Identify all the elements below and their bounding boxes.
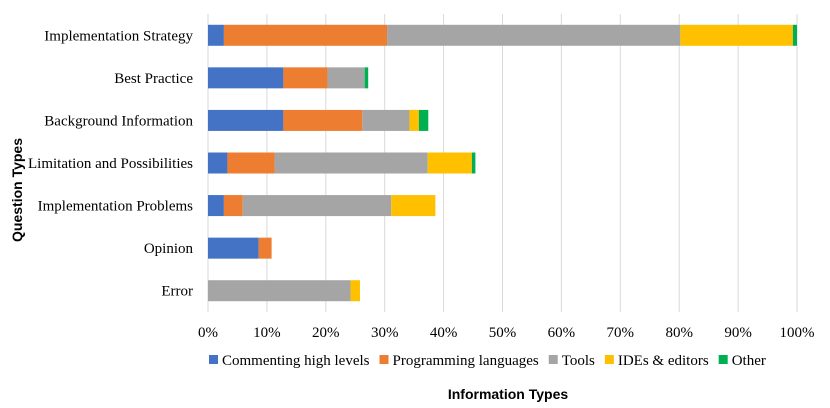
bar-segment (680, 24, 793, 46)
bar-segment (418, 109, 429, 131)
bar-segment (387, 24, 681, 46)
x-tick-label: 40% (430, 325, 458, 341)
bar-segment (208, 109, 284, 131)
x-tick-label: 0% (198, 325, 218, 341)
legend: Commenting high levels Programming langua… (209, 353, 766, 369)
x-tick-label: 30% (371, 325, 399, 341)
legend-label: Programming languages (393, 353, 539, 369)
legend-swatch (209, 355, 218, 364)
bar-segment (283, 109, 363, 131)
bar-segment (283, 67, 328, 89)
bar-segment (792, 24, 797, 46)
bar-segment (242, 195, 392, 217)
legend-swatch (604, 355, 614, 364)
category-label: Implementation Problems (38, 199, 194, 215)
x-tick-label: 60% (548, 325, 576, 341)
category-label: Implementation Strategy (44, 28, 193, 44)
x-tick-labels: 0% 10% 20% 30% 40% 50% 60% 70% 80% 90% 100% (198, 325, 815, 341)
bar-segment (208, 67, 284, 89)
bar-segment (364, 67, 369, 89)
x-tick-label: 100% (780, 325, 815, 341)
category-label: Background Information (44, 113, 193, 129)
legend-label: Tools (562, 353, 595, 369)
x-axis-title: Information Types (448, 386, 569, 402)
bar-segment (258, 237, 272, 259)
x-tick-label: 80% (665, 325, 693, 341)
bar-segment (223, 195, 243, 217)
x-tick-label: 90% (724, 325, 752, 341)
bar-segment (409, 109, 419, 131)
bar-segment (208, 152, 228, 174)
bar-segment (427, 152, 472, 174)
y-axis-title: Question Types (9, 138, 25, 242)
category-label: Opinion (144, 241, 194, 257)
bar-segment (274, 152, 428, 174)
legend-label: Commenting high levels (222, 353, 370, 369)
bar-segment (208, 280, 351, 302)
bar-segment (208, 24, 224, 46)
x-tick-label: 70% (607, 325, 635, 341)
bar-segment (471, 152, 476, 174)
category-label: Limitation and Possibilities (28, 156, 193, 172)
bar-segment (350, 280, 360, 302)
bar-segment (223, 24, 388, 46)
category-label: Best Practice (114, 71, 193, 87)
bar-segment (208, 195, 224, 217)
bar-segment (362, 109, 410, 131)
legend-swatch (379, 355, 389, 364)
legend-label: IDEs & editors (618, 353, 709, 369)
legend-label: Other (732, 353, 766, 369)
legend-swatch (548, 355, 558, 364)
legend-swatch (718, 355, 728, 364)
bar-segment (208, 237, 259, 259)
x-tick-label: 10% (253, 325, 281, 341)
category-labels: Implementation Strategy Best Practice Back… (28, 28, 193, 299)
bar-segment (327, 67, 365, 89)
bars (208, 24, 797, 302)
category-label: Error (161, 284, 193, 300)
x-tick-label: 50% (489, 325, 517, 341)
bar-segment (391, 195, 436, 217)
x-tick-label: 20% (312, 325, 340, 341)
bar-segment (227, 152, 275, 174)
